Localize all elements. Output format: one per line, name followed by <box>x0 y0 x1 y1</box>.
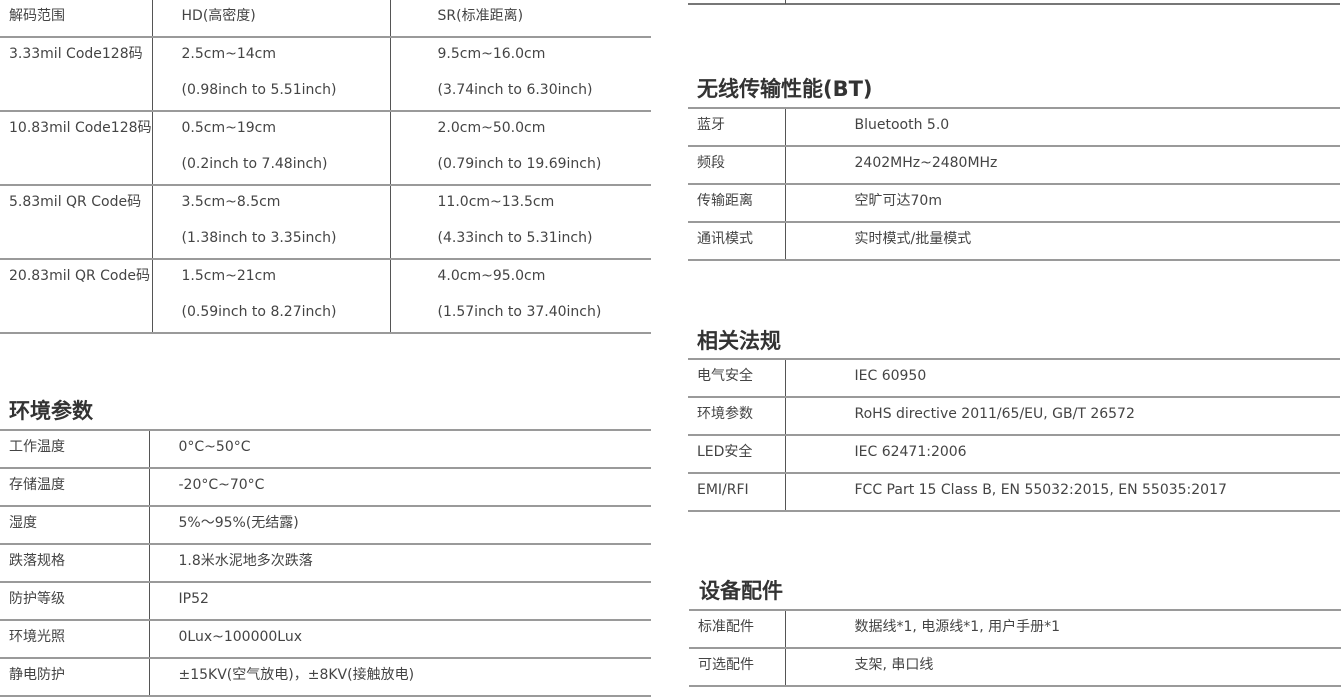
row-label: 跌落规格 <box>9 553 65 569</box>
decode-range-table: 解码范围 HD(高密度) SR(标准距离) 3.33mil Code128码 2… <box>0 0 651 334</box>
row-label: 存储温度 <box>9 477 65 493</box>
row-label: 湿度 <box>9 515 37 531</box>
row-label: 频段 <box>697 155 725 171</box>
row-label: 静电防护 <box>9 667 65 683</box>
header-sr: SR(标准距离) <box>437 8 524 24</box>
table-row: 工作温度 0°C~50°C <box>0 429 651 469</box>
table-row: 存储温度 -20°C~70°C <box>0 467 651 507</box>
row-value: 0Lux~100000Lux <box>178 629 303 645</box>
row-value: 2402MHz~2480MHz <box>854 155 998 171</box>
row-value: RoHS directive 2011/65/EU, GB/T 26572 <box>854 406 1135 422</box>
row-value: IEC 60950 <box>854 368 927 384</box>
table-row: 通讯模式 实时模式/批量模式 <box>688 221 1340 261</box>
table-row: 5.83mil QR Code码 3.5cm~8.5cm (1.38inch to… <box>0 184 651 260</box>
table-row: 蓝牙 Bluetooth 5.0 <box>688 107 1340 147</box>
row-value: 支架, 串口线 <box>854 657 934 673</box>
table-row: 可选配件 支架, 串口线 <box>689 647 1341 687</box>
wireless-title: 无线传输性能(BT) <box>697 77 873 101</box>
row-value: -20°C~70°C <box>178 477 265 493</box>
row-label: 环境参数 <box>697 406 753 422</box>
hd-range: 1.5cm~21cm <box>181 268 276 284</box>
table-row: LED安全 IEC 62471:2006 <box>688 434 1340 474</box>
row-label: 蓝牙 <box>697 117 725 133</box>
sr-range: 4.0cm~95.0cm <box>437 268 546 284</box>
row-value: IEC 62471:2006 <box>854 444 967 460</box>
row-label: 环境光照 <box>9 629 65 645</box>
hd-range-inch: (0.2inch to 7.48inch) <box>181 156 328 172</box>
regulations-table: 电气安全 IEC 60950 环境参数 RoHS directive 2011/65/… <box>688 358 1340 512</box>
row-value: IP52 <box>178 591 209 607</box>
hd-range-inch: (1.38inch to 3.35inch) <box>181 230 337 246</box>
row-label: 标准配件 <box>698 619 754 635</box>
header-hd: HD(高密度) <box>181 8 256 24</box>
partial-row-top <box>688 0 1340 5</box>
hd-range-inch: (0.59inch to 8.27inch) <box>181 304 337 320</box>
row-label: 电气安全 <box>697 368 753 384</box>
row-value: 0°C~50°C <box>178 439 251 455</box>
row-label: EMI/RFI <box>697 482 749 498</box>
sr-range-inch: (3.74inch to 6.30inch) <box>437 82 593 98</box>
table-row: 湿度 5%～95%(无结露) <box>0 505 651 545</box>
hd-range: 2.5cm~14cm <box>181 46 276 62</box>
row-value: Bluetooth 5.0 <box>854 117 950 133</box>
row-value: 1.8米水泥地多次跌落 <box>178 553 313 569</box>
row-label: 工作温度 <box>9 439 65 455</box>
table-row: 跌落规格 1.8米水泥地多次跌落 <box>0 543 651 583</box>
sr-range: 9.5cm~16.0cm <box>437 46 546 62</box>
table-row: 环境参数 RoHS directive 2011/65/EU, GB/T 2657… <box>688 396 1340 436</box>
row-label: 10.83mil Code128码 <box>9 120 152 136</box>
table-row: 3.33mil Code128码 2.5cm~14cm (0.98inch to … <box>0 36 651 112</box>
table-header-row: 解码范围 HD(高密度) SR(标准距离) <box>0 0 651 38</box>
hd-range: 3.5cm~8.5cm <box>181 194 281 210</box>
sr-range-inch: (1.57inch to 37.40inch) <box>437 304 602 320</box>
row-value: FCC Part 15 Class B, EN 55032:2015, EN 5… <box>854 482 1227 498</box>
hd-range: 0.5cm~19cm <box>181 120 276 136</box>
sr-range-inch: (4.33inch to 5.31inch) <box>437 230 593 246</box>
row-value: ±15KV(空气放电)，±8KV(接触放电) <box>178 667 415 683</box>
row-value: 实时模式/批量模式 <box>854 231 972 247</box>
row-value: 空旷可达70m <box>854 193 942 209</box>
row-label: 防护等级 <box>9 591 65 607</box>
accessories-table: 标准配件 数据线*1, 电源线*1, 用户手册*1 可选配件 支架, 串口线 <box>689 609 1341 687</box>
row-value: 数据线*1, 电源线*1, 用户手册*1 <box>854 619 1061 635</box>
header-decode-range: 解码范围 <box>9 8 65 24</box>
wireless-table: 蓝牙 Bluetooth 5.0 频段 2402MHz~2480MHz 传输距离 空旷可达… <box>688 107 1340 261</box>
row-label: LED安全 <box>697 444 753 460</box>
table-row: 电气安全 IEC 60950 <box>688 358 1340 398</box>
row-label: 3.33mil Code128码 <box>9 46 143 62</box>
table-row: 静电防护 ±15KV(空气放电)，±8KV(接触放电) <box>0 657 651 697</box>
accessories-title: 设备配件 <box>699 579 783 603</box>
sr-range-inch: (0.79inch to 19.69inch) <box>437 156 602 172</box>
row-label: 20.83mil QR Code码 <box>9 268 150 284</box>
sr-range: 2.0cm~50.0cm <box>437 120 546 136</box>
row-label: 5.83mil QR Code码 <box>9 194 142 210</box>
table-row: 防护等级 IP52 <box>0 581 651 621</box>
partial-row-divider <box>785 0 786 4</box>
table-row: 环境光照 0Lux~100000Lux <box>0 619 651 659</box>
table-row: 标准配件 数据线*1, 电源线*1, 用户手册*1 <box>689 609 1341 649</box>
row-label: 传输距离 <box>697 193 753 209</box>
table-row: 频段 2402MHz~2480MHz <box>688 145 1340 185</box>
row-value: 5%～95%(无结露) <box>178 515 299 531</box>
sr-range: 11.0cm~13.5cm <box>437 194 555 210</box>
table-row: EMI/RFI FCC Part 15 Class B, EN 55032:201… <box>688 472 1340 512</box>
table-row: 10.83mil Code128码 0.5cm~19cm (0.2inch to … <box>0 110 651 186</box>
table-row: 20.83mil QR Code码 1.5cm~21cm (0.59inch to… <box>0 258 651 334</box>
environment-title: 环境参数 <box>9 399 93 423</box>
regulations-title: 相关法规 <box>697 329 781 353</box>
row-label: 可选配件 <box>698 657 754 673</box>
row-label: 通讯模式 <box>697 231 753 247</box>
hd-range-inch: (0.98inch to 5.51inch) <box>181 82 337 98</box>
environment-table: 工作温度 0°C~50°C 存储温度 -20°C~70°C 湿度 5%～95%(无结露) 跌… <box>0 429 651 697</box>
table-row: 传输距离 空旷可达70m <box>688 183 1340 223</box>
